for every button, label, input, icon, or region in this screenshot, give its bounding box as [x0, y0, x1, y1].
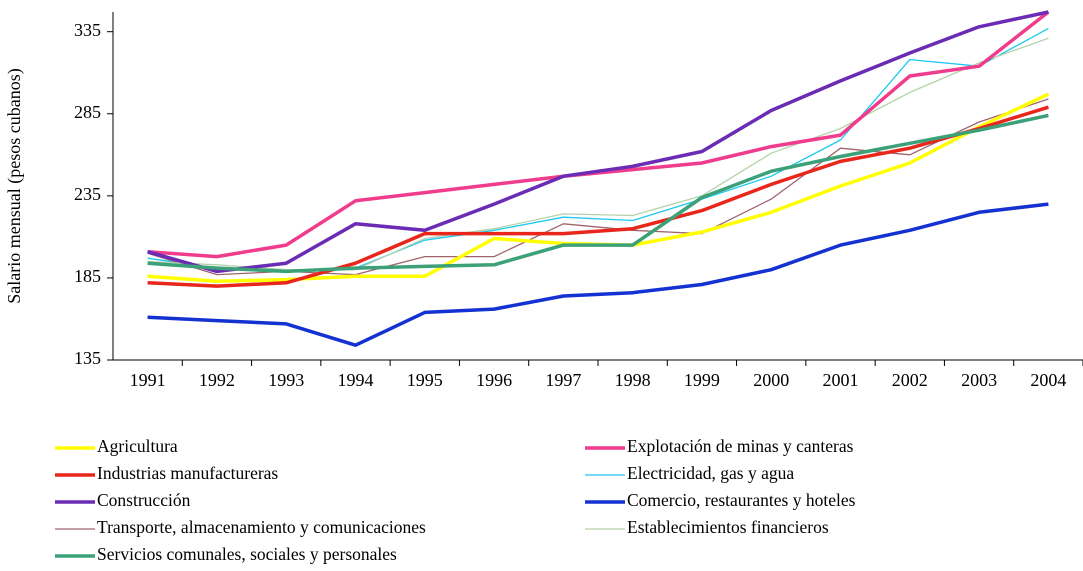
series-line	[147, 98, 1049, 276]
legend-label: Explotación de minas y canteras	[627, 436, 854, 456]
legend-label: Construcción	[97, 490, 191, 510]
x-tick-label: 1992	[199, 370, 235, 390]
legend: Agricultura Explotación de minas y canter…	[55, 436, 856, 564]
legend-label: Establecimientos financieros	[627, 517, 829, 537]
x-tick-label: 1997	[545, 370, 581, 390]
x-tick-label: 1994	[338, 370, 374, 390]
x-tick-label: 1991	[130, 370, 166, 390]
x-tick-label: 2000	[753, 370, 789, 390]
x-tick-label: 2004	[1030, 370, 1066, 390]
series-line	[147, 10, 1049, 274]
legend-label: Transporte, almacenamiento y comunicacio…	[97, 517, 426, 537]
series-line	[147, 27, 1049, 273]
y-tick-label: 185	[74, 266, 101, 286]
series-line	[147, 37, 1049, 271]
legend-label: Comercio, restaurantes y hoteles	[627, 490, 856, 510]
series-line	[147, 105, 1049, 288]
y-tick-label: 235	[74, 184, 101, 204]
x-tick-label: 1996	[476, 370, 512, 390]
y-tick-label: 285	[74, 102, 101, 122]
x-tick-label: 1998	[615, 370, 651, 390]
x-tick-label: 2002	[892, 370, 928, 390]
series-line	[147, 10, 1050, 259]
x-tick-label: 1993	[268, 370, 304, 390]
y-tick-label: 135	[74, 348, 101, 368]
legend-label: Industrias manufactureras	[97, 463, 278, 483]
x-tick-label: 1999	[684, 370, 720, 390]
legend-label: Electricidad, gas y agua	[627, 463, 794, 483]
legend-label: Agricultura	[97, 436, 178, 456]
series-line	[147, 202, 1049, 347]
y-axis-label: Salario mensual (pesos cubanos)	[4, 68, 25, 303]
legend-label: Servicios comunales, sociales y personal…	[97, 544, 397, 564]
series-line	[147, 92, 1050, 283]
y-tick-label: 335	[74, 20, 101, 40]
series-line	[147, 113, 1049, 274]
x-tick-label: 1995	[407, 370, 443, 390]
x-tick-label: 2001	[823, 370, 859, 390]
x-tick-label: 2003	[961, 370, 997, 390]
